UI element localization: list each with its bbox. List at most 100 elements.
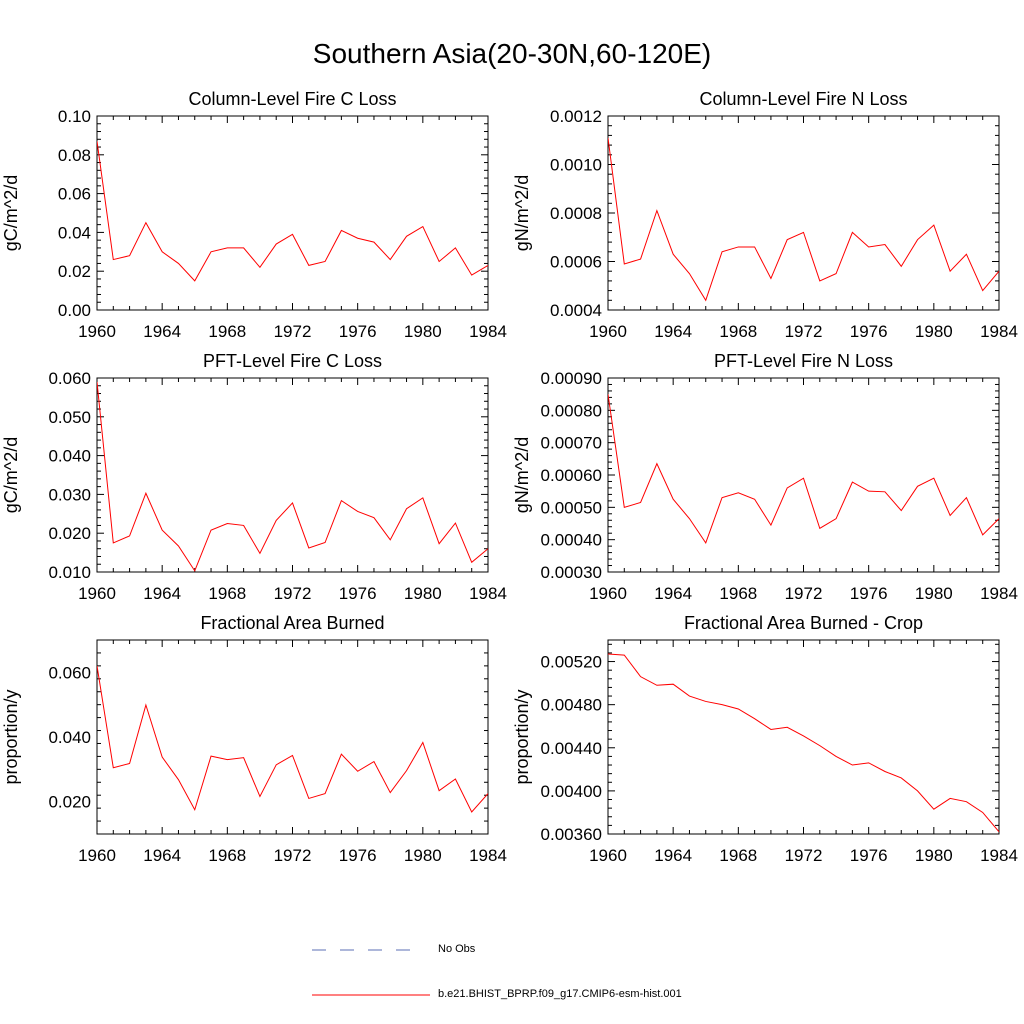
x-tick-label: 1980 bbox=[404, 846, 442, 865]
x-tick-label: 1960 bbox=[78, 846, 116, 865]
x-tick-label: 1964 bbox=[143, 846, 181, 865]
x-tick-label: 1972 bbox=[785, 846, 823, 865]
y-tick-label: 0.00040 bbox=[541, 531, 602, 550]
x-tick-label: 1976 bbox=[850, 322, 888, 341]
chart-panel-6: 1960 1964 1968 1972 1976 1980 1984 0.00360 0.004… bbox=[512, 613, 1018, 865]
y-tick-label: 0.010 bbox=[48, 563, 91, 582]
series-line bbox=[608, 137, 999, 302]
y-tick-label: 0.00480 bbox=[541, 696, 602, 715]
y-tick-label: 0.00440 bbox=[541, 739, 602, 758]
y-tick-label: 0.0004 bbox=[550, 301, 602, 320]
y-tick-label: 0.0006 bbox=[550, 253, 602, 272]
y-tick-label: 0.00 bbox=[58, 301, 91, 320]
panel-title: Column-Level Fire N Loss bbox=[699, 89, 907, 109]
x-tick-label: 1964 bbox=[654, 322, 692, 341]
x-tick-label: 1976 bbox=[850, 584, 888, 603]
plot-frame bbox=[96, 115, 489, 311]
panel-title: Fractional Area Burned - Crop bbox=[684, 613, 923, 633]
x-tick-label: 1984 bbox=[469, 584, 507, 603]
x-tick-label: 1980 bbox=[404, 322, 442, 341]
x-tick-label: 1972 bbox=[785, 584, 823, 603]
y-tick-label: 0.00360 bbox=[541, 825, 602, 844]
x-tick-label: 1968 bbox=[719, 584, 757, 603]
x-tick-label: 1968 bbox=[719, 322, 757, 341]
y-axis-label: proportion/y bbox=[1, 689, 21, 784]
panel-title: Column-Level Fire C Loss bbox=[188, 89, 396, 109]
x-tick-label: 1968 bbox=[208, 584, 246, 603]
chart-panel-3: 1960 1964 1968 1972 1976 1980 1984 0.010 0.020 0.… bbox=[1, 351, 507, 603]
series-line bbox=[608, 394, 999, 544]
x-tick-label: 1984 bbox=[469, 322, 507, 341]
y-tick-label: 0.0010 bbox=[550, 156, 602, 175]
x-tick-label: 1984 bbox=[980, 322, 1018, 341]
y-axis-label: gN/m^2/d bbox=[512, 175, 532, 251]
x-tick-label: 1960 bbox=[589, 846, 627, 865]
x-tick-label: 1964 bbox=[143, 584, 181, 603]
y-tick-label: 0.040 bbox=[48, 447, 91, 466]
x-tick-label: 1968 bbox=[208, 846, 246, 865]
y-axis-label: proportion/y bbox=[512, 689, 532, 784]
plot-frame bbox=[607, 115, 1000, 311]
chart-panel-4: 1960 1964 1968 1972 1976 1980 1984 0.00030 0.000… bbox=[512, 351, 1018, 603]
x-tick-label: 1960 bbox=[589, 584, 627, 603]
series-line bbox=[97, 665, 488, 813]
y-tick-label: 0.04 bbox=[58, 223, 91, 242]
y-tick-label: 0.00070 bbox=[541, 434, 602, 453]
series-line bbox=[97, 141, 488, 282]
x-tick-label: 1984 bbox=[469, 846, 507, 865]
legend-model-label: b.e21.BHIST_BPRP.f09_g17.CMIP6-esm-hist.… bbox=[438, 988, 682, 1000]
y-tick-label: 0.060 bbox=[48, 369, 91, 388]
chart-panel-2: 1960 1964 1968 1972 1976 1980 1984 0.0004 0.0006… bbox=[512, 89, 1018, 341]
figure-title: Southern Asia(20-30N,60-120E) bbox=[312, 38, 712, 69]
y-tick-label: 0.06 bbox=[58, 185, 91, 204]
x-tick-label: 1972 bbox=[274, 584, 312, 603]
y-tick-label: 0.0012 bbox=[550, 107, 602, 126]
y-axis-label: gC/m^2/d bbox=[1, 437, 21, 513]
x-tick-label: 1960 bbox=[78, 322, 116, 341]
panel-title: PFT-Level Fire N Loss bbox=[714, 351, 893, 371]
x-tick-label: 1984 bbox=[980, 846, 1018, 865]
x-tick-label: 1976 bbox=[339, 846, 377, 865]
legend-obs-label: No Obs bbox=[438, 943, 476, 955]
y-tick-label: 0.040 bbox=[48, 728, 91, 747]
x-tick-label: 1972 bbox=[785, 322, 823, 341]
x-tick-label: 1972 bbox=[274, 846, 312, 865]
x-tick-label: 1964 bbox=[654, 846, 692, 865]
y-tick-label: 0.02 bbox=[58, 262, 91, 281]
y-tick-label: 0.00030 bbox=[541, 563, 602, 582]
series-line bbox=[97, 381, 488, 572]
y-tick-label: 0.020 bbox=[48, 793, 91, 812]
x-tick-label: 1980 bbox=[915, 322, 953, 341]
x-tick-label: 1980 bbox=[915, 846, 953, 865]
plot-frame bbox=[96, 377, 489, 573]
x-tick-label: 1980 bbox=[915, 584, 953, 603]
panel-title: Fractional Area Burned bbox=[200, 613, 384, 633]
x-tick-label: 1968 bbox=[719, 846, 757, 865]
panel-title: PFT-Level Fire C Loss bbox=[203, 351, 382, 371]
series-line bbox=[608, 653, 999, 833]
x-tick-label: 1960 bbox=[78, 584, 116, 603]
plot-frame bbox=[607, 377, 1000, 573]
y-tick-label: 0.00400 bbox=[541, 782, 602, 801]
chart-panel-1: 1960 1964 1968 1972 1976 1980 1984 0.00 0.02 0.04… bbox=[1, 89, 507, 341]
y-tick-label: 0.00080 bbox=[541, 401, 602, 420]
y-tick-label: 0.060 bbox=[48, 663, 91, 682]
y-tick-label: 0.0008 bbox=[550, 204, 602, 223]
y-tick-label: 0.00520 bbox=[541, 653, 602, 672]
y-tick-label: 0.00060 bbox=[541, 466, 602, 485]
x-tick-label: 1960 bbox=[589, 322, 627, 341]
y-tick-label: 0.050 bbox=[48, 408, 91, 427]
x-tick-label: 1976 bbox=[339, 322, 377, 341]
chart-panel-5: 1960 1964 1968 1972 1976 1980 1984 0.020 0.040 0.… bbox=[1, 613, 507, 865]
x-tick-label: 1984 bbox=[980, 584, 1018, 603]
x-tick-label: 1964 bbox=[143, 322, 181, 341]
y-axis-label: gN/m^2/d bbox=[512, 437, 532, 513]
y-tick-label: 0.00090 bbox=[541, 369, 602, 388]
x-tick-label: 1968 bbox=[208, 322, 246, 341]
y-tick-label: 0.08 bbox=[58, 146, 91, 165]
x-tick-label: 1972 bbox=[274, 322, 312, 341]
x-tick-label: 1964 bbox=[654, 584, 692, 603]
y-tick-label: 0.020 bbox=[48, 524, 91, 543]
